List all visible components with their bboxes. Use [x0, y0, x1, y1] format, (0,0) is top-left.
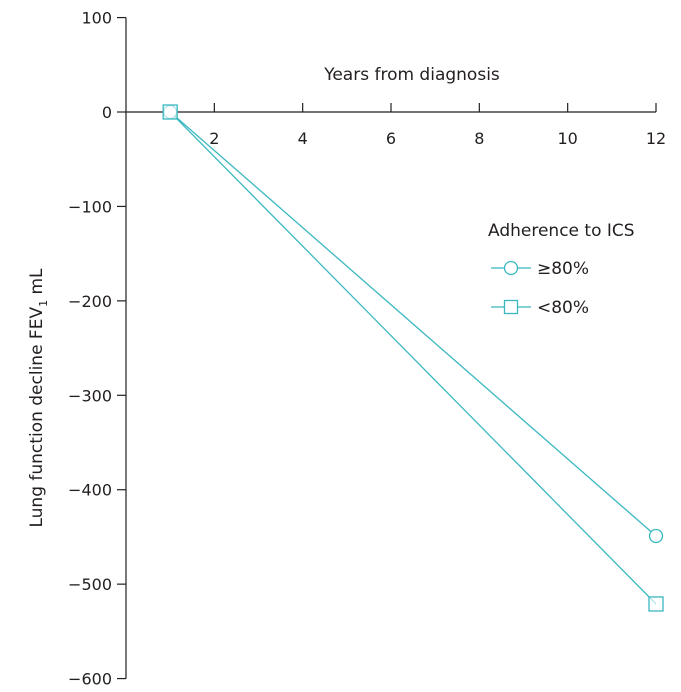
series-line-0 [169, 111, 657, 537]
y-tick-label: −500 [68, 575, 112, 594]
legend-label-high: ≥80% [537, 259, 589, 279]
y-tick-label: −400 [68, 481, 112, 500]
x-tick-label: 2 [209, 129, 219, 148]
y-axis-title: Lung function decline FEV1 mL [27, 268, 50, 528]
legend-circle-marker [503, 260, 519, 276]
series-line-1 [169, 111, 657, 605]
data-point-square [162, 104, 178, 120]
y-axis-title-suffix: mL [27, 268, 47, 300]
y-tick-label: 0 [102, 103, 112, 122]
y-tick-label: −600 [68, 670, 112, 689]
y-tick-label: −100 [68, 197, 112, 216]
x-axis-title: Years from diagnosis [323, 65, 500, 85]
legend-entry-high: ≥80% [491, 259, 589, 279]
data-point-circle [648, 528, 664, 544]
legend: Adherence to ICS ≥80% <80% [488, 221, 635, 318]
x-tick-label: 12 [646, 129, 666, 148]
y-tick-label: −200 [68, 292, 112, 311]
x-tick-label: 4 [298, 129, 308, 148]
y-tick-label: −300 [68, 386, 112, 405]
legend-entry-low: <80% [491, 298, 589, 318]
legend-label-low: <80% [537, 298, 589, 318]
y-tick-label: 100 [81, 9, 112, 28]
y-axis-title-prefix: Lung function decline FEV [27, 307, 47, 528]
x-tick-label: 8 [474, 129, 484, 148]
legend-square-marker [503, 299, 519, 315]
x-tick-label: 6 [386, 129, 396, 148]
y-axis-title-subscript: 1 [37, 300, 50, 307]
series [162, 104, 664, 612]
data-point-square [648, 596, 664, 612]
legend-title: Adherence to ICS [488, 221, 635, 241]
axes [125, 17, 657, 679]
ticks: 100 0 −100 −200 −300 −400 −500 −600 2 4 6 8 10 12 [68, 9, 666, 689]
x-tick-label: 10 [557, 129, 577, 148]
